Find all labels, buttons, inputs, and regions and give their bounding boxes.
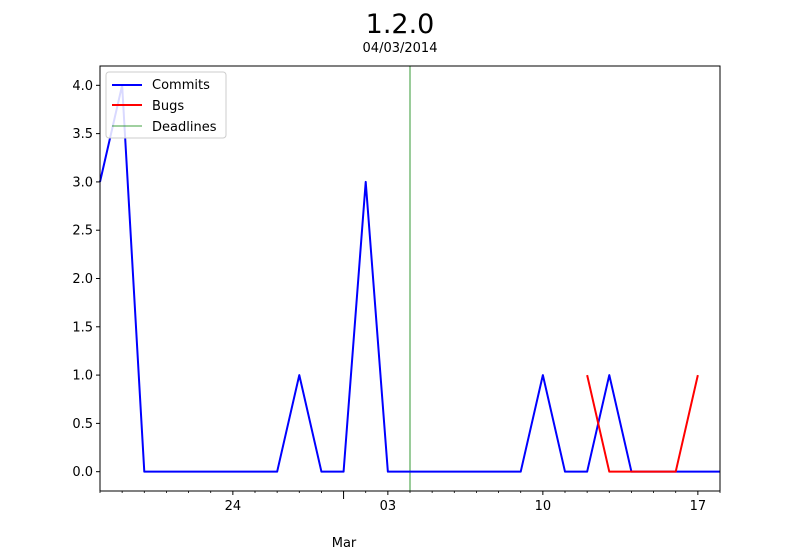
y-tick-label-7: 3.5 (72, 127, 93, 142)
y-tick-label-2: 1.0 (72, 369, 93, 384)
x-axis: 24 03 10 17 (99, 491, 721, 514)
chart-title: 1.2.0 (366, 9, 435, 40)
legend-label-deadlines: Deadlines (152, 120, 217, 135)
y-tick-label-0: 0.0 (72, 465, 93, 480)
y-tick-label-5: 2.5 (72, 224, 93, 239)
series-line-bugs (586, 374, 699, 473)
y-axis: 0.0 0.5 1.0 1.5 2.0 2.5 3.0 3.5 4.0 (72, 79, 100, 480)
y-tick-label-4: 2.0 (72, 272, 93, 287)
legend-label-commits: Commits (152, 78, 210, 93)
y-tick-label-3: 1.5 (72, 320, 93, 335)
y-tick-label-1: 0.5 (72, 417, 93, 432)
x-tick-label-2: 10 (535, 499, 552, 514)
series-line-commits (99, 84, 720, 473)
y-tick-label-8: 4.0 (72, 79, 93, 94)
chart-subtitle: 04/03/2014 (363, 41, 438, 56)
y-tick-label-6: 3.0 (72, 175, 93, 190)
legend-label-bugs: Bugs (152, 99, 184, 114)
legend-box (105, 71, 227, 139)
x-tick-label-3: 17 (690, 499, 707, 514)
x-tick-label-1: 03 (380, 499, 397, 514)
x-month-label: Mar (332, 536, 357, 550)
series-layer (99, 84, 720, 473)
x-tick-label-0: 24 (225, 499, 242, 514)
legend: Commits Bugs Deadlines (105, 71, 227, 139)
